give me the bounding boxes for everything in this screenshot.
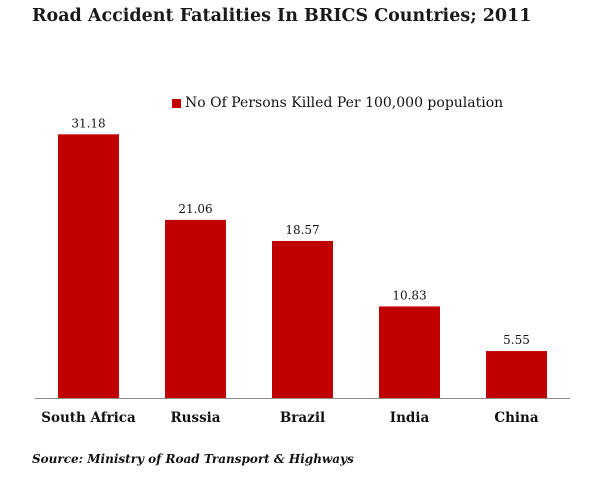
chart-legend: No Of Persons Killed Per 100,000 populat… xyxy=(172,94,503,112)
bar-south-africa xyxy=(58,134,119,399)
x-tick-label: South Africa xyxy=(41,410,136,426)
x-tick-label: China xyxy=(494,410,539,426)
data-label: 31.18 xyxy=(71,116,105,130)
x-tick-label: Brazil xyxy=(280,410,325,426)
source-note: Source: Ministry of Road Transport & Hig… xyxy=(32,452,354,466)
bar-russia xyxy=(165,219,226,398)
bar-brazil xyxy=(272,240,333,398)
data-label: 21.06 xyxy=(178,202,212,216)
data-label: 5.55 xyxy=(503,333,530,347)
bar-china xyxy=(486,351,547,398)
legend-label: No Of Persons Killed Per 100,000 populat… xyxy=(185,95,504,111)
data-label: 18.57 xyxy=(285,223,319,237)
x-tick-label: India xyxy=(390,410,430,426)
chart-title: Road Accident Fatalities In BRICS Countr… xyxy=(32,6,532,26)
bar-india xyxy=(379,306,440,398)
data-label: 10.83 xyxy=(392,288,426,302)
x-tick-label: Russia xyxy=(170,410,220,426)
legend-swatch xyxy=(172,98,181,108)
